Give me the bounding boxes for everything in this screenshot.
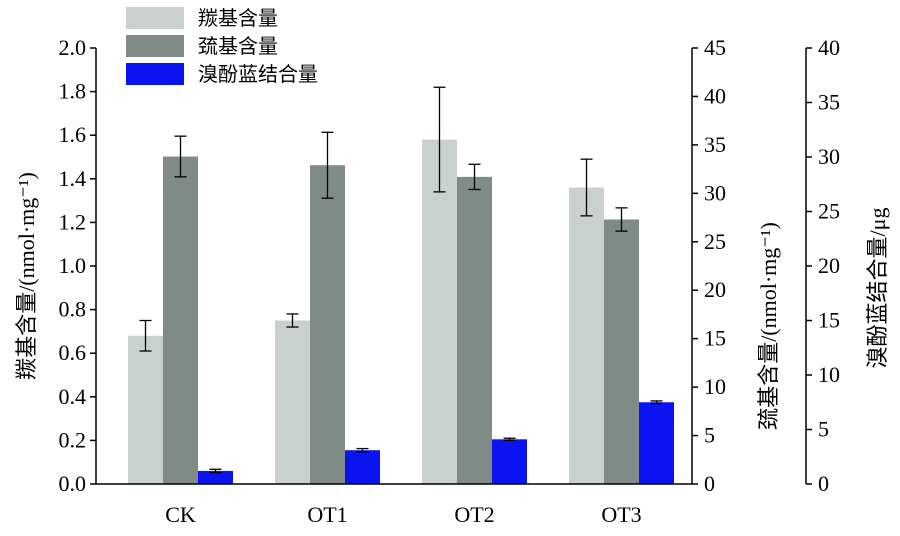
bar-ck-series-3: [198, 470, 233, 484]
legend-swatch-2: [126, 35, 184, 57]
right2-tick-label: 25: [818, 199, 840, 224]
right1-tick-label: 30: [704, 180, 726, 205]
bar-ck-series-1: [128, 335, 163, 484]
bar-ot1-series-2: [310, 165, 345, 485]
left-tick-label: 0.8: [59, 297, 87, 322]
legend-label-2: 巯基含量: [198, 34, 278, 58]
right2-tick-label: 15: [818, 308, 840, 333]
right2-tick-label: 5: [818, 417, 829, 442]
right1-tick-label: 40: [704, 83, 726, 108]
right2-tick-label: 40: [818, 35, 840, 60]
right1-tick-label: 5: [704, 423, 715, 448]
left-tick-label: 1.6: [59, 122, 87, 147]
error-bars: [139, 86, 663, 474]
bar-ot2-series-3: [492, 439, 527, 484]
right1-tick-label: 10: [704, 374, 726, 399]
left-tick-label: 1.8: [59, 79, 87, 104]
x-tick-label-ot2: OT2: [454, 502, 494, 527]
left-axis-title: 羰基含量/(nmol·mg⁻¹): [14, 172, 39, 380]
right2-tick-label: 0: [818, 471, 829, 496]
right1-tick-label: 0: [704, 471, 715, 496]
bars: [128, 139, 674, 485]
right1-axis-title: 巯基含量/(nmol·mg⁻¹): [756, 222, 781, 430]
right2-tick-label: 30: [818, 144, 840, 169]
left-tick-label: 2.0: [59, 35, 87, 60]
right2-axis-title: 溴酚蓝结合量/μg: [865, 208, 890, 369]
bar-ot1-series-3: [345, 450, 380, 484]
bar-ot2-series-2: [457, 176, 492, 484]
legend-label-3: 溴酚蓝结合量: [198, 62, 318, 86]
right2-tick-label: 10: [818, 362, 840, 387]
right1-tick-label: 20: [704, 277, 726, 302]
x-tick-label-ot1: OT1: [307, 502, 347, 527]
left-tick-label: 0.6: [59, 340, 87, 365]
right1-tick-label: 35: [704, 132, 726, 157]
bar-ot3-series-2: [604, 219, 639, 484]
legend-swatch-3: [126, 63, 184, 85]
x-tick-label-ck: CK: [165, 502, 196, 527]
right1-tick-label: 25: [704, 229, 726, 254]
bar-ot3-series-1: [569, 187, 604, 484]
legend-swatch-1: [126, 7, 184, 29]
left-tick-label: 1.2: [59, 209, 87, 234]
left-tick-label: 1.4: [59, 166, 87, 191]
left-tick-label: 0.2: [59, 427, 87, 452]
bar-ot1-series-1: [275, 320, 310, 484]
right1-tick-label: 15: [704, 326, 726, 351]
axes: CK OT1 OT2 OT3 0.0 0.2 0.4 0.6 0.8 1.0 1.2 1.4 1.6 1.…: [14, 35, 890, 527]
left-tick-label: 0.4: [59, 384, 87, 409]
right2-tick-label: 20: [818, 253, 840, 278]
bar-ck-series-2: [163, 156, 198, 484]
left-tick-label: 0.0: [59, 471, 87, 496]
right1-tick-label: 45: [704, 35, 726, 60]
bar-ot2-series-1: [422, 139, 457, 484]
right2-tick-label: 35: [818, 90, 840, 115]
bar-ot3-series-3: [639, 402, 674, 484]
left-tick-label: 1.0: [59, 253, 87, 278]
x-tick-label-ot3: OT3: [601, 502, 641, 527]
legend-label-1: 羰基含量: [198, 6, 278, 30]
